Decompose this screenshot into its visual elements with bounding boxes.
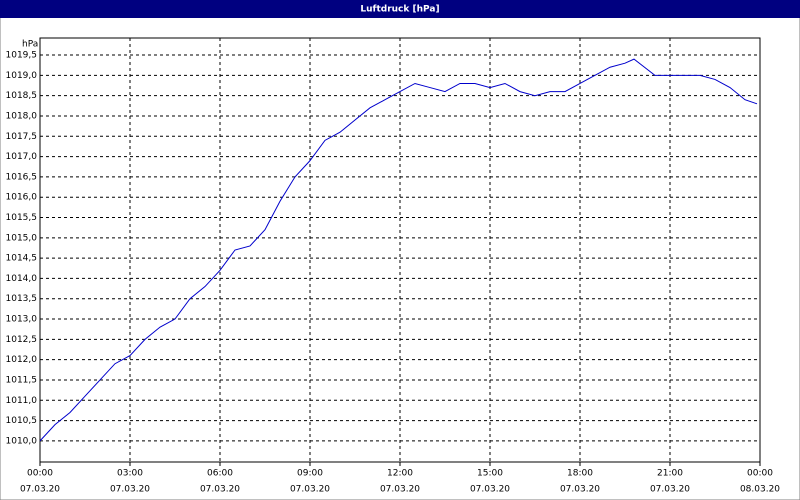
x-tick-label: 18:00 [567,469,593,479]
y-tick-label: 1010,5 [6,416,38,426]
y-tick-label: 1015,0 [6,233,38,243]
x-tick-label: 00:00 [747,469,773,479]
y-tick-label: 1010,0 [6,436,38,446]
x-tick-date: 07.03.20 [290,485,330,495]
y-tick-label: 1018,0 [6,111,38,121]
y-tick-label: 1012,5 [6,335,38,345]
x-tick-date: 07.03.20 [20,485,60,495]
x-tick-date: 07.03.20 [200,485,240,495]
data-line [39,58,758,442]
y-tick-label: 1017,0 [6,152,38,162]
y-tick-label: 1019,5 [6,51,38,61]
x-tick-date: 08.03.20 [740,485,780,495]
x-tick-date: 07.03.20 [110,485,150,495]
y-tick-label: 1013,0 [6,315,38,325]
x-tick-date: 07.03.20 [380,485,420,495]
x-tick-date: 07.03.20 [470,485,510,495]
x-tick-date: 07.03.20 [650,485,690,495]
x-tick-label: 06:00 [207,469,233,479]
y-tick-label: 1019,0 [6,71,38,81]
x-tick-label: 03:00 [117,469,143,479]
y-tick-label: 1011,5 [6,375,38,385]
y-tick-label: 1014,0 [6,274,38,284]
y-tick-label: 1013,5 [6,294,38,304]
y-tick-label: 1014,5 [6,254,38,264]
title-bar [0,0,800,18]
y-tick-label: 1017,5 [6,132,38,142]
x-tick-label: 09:00 [297,469,323,479]
x-tick-label: 00:00 [27,469,53,479]
y-tick-label: 1016,5 [6,172,38,182]
y-unit: hPa [22,40,38,50]
x-tick-label: 12:00 [387,469,413,479]
x-tick-date: 07.03.20 [560,485,600,495]
y-tick-label: 1011,0 [6,396,38,406]
y-tick-label: 1016,0 [6,193,38,203]
chart-title: Luftdruck [hPa] [360,5,439,15]
y-tick-label: 1018,5 [6,91,38,101]
y-tick-label: 1015,5 [6,213,38,223]
x-tick-label: 15:00 [477,469,503,479]
x-tick-label: 21:00 [657,469,683,479]
y-tick-label: 1012,0 [6,355,38,365]
